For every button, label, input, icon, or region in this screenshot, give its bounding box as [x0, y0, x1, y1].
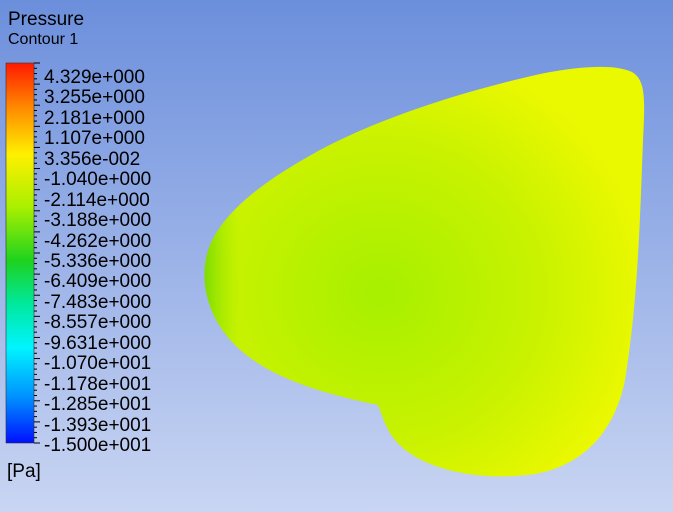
legend-title: Pressure	[8, 9, 85, 30]
legend-label: -1.285e+001	[44, 394, 152, 416]
legend-label: 2.181e+000	[44, 107, 145, 129]
legend-label: 4.329e+000	[44, 67, 145, 88]
color-bar-ticks	[34, 62, 40, 444]
color-bar	[5, 62, 35, 444]
legend-label: -1.500e+001	[44, 435, 152, 456]
legend-label: 3.356e-002	[44, 148, 141, 170]
legend-label: -2.114e+000	[44, 189, 150, 211]
legend-label: -1.393e+001	[44, 414, 152, 436]
legend-label: -1.040e+000	[44, 169, 152, 191]
legend-label: 1.107e+000	[44, 128, 145, 150]
legend-unit: [Pa]	[7, 461, 41, 482]
pressure-contour-edge	[204, 66, 645, 477]
legend-label: -3.188e+000	[44, 210, 152, 232]
legend-label: 3.255e+000	[44, 87, 145, 109]
legend-label: -7.483e+000	[44, 291, 152, 313]
legend-label: -1.178e+001	[44, 373, 152, 395]
legend-label: -1.070e+001	[44, 353, 152, 375]
legend-label: -6.409e+000	[44, 271, 152, 293]
legend-label: -5.336e+000	[44, 251, 152, 272]
legend-label: -9.631e+000	[44, 332, 152, 354]
legend-label: -4.262e+000	[44, 230, 152, 252]
legend-subtitle: Contour 1	[8, 31, 79, 48]
legend-label: -8.557e+000	[44, 312, 152, 334]
